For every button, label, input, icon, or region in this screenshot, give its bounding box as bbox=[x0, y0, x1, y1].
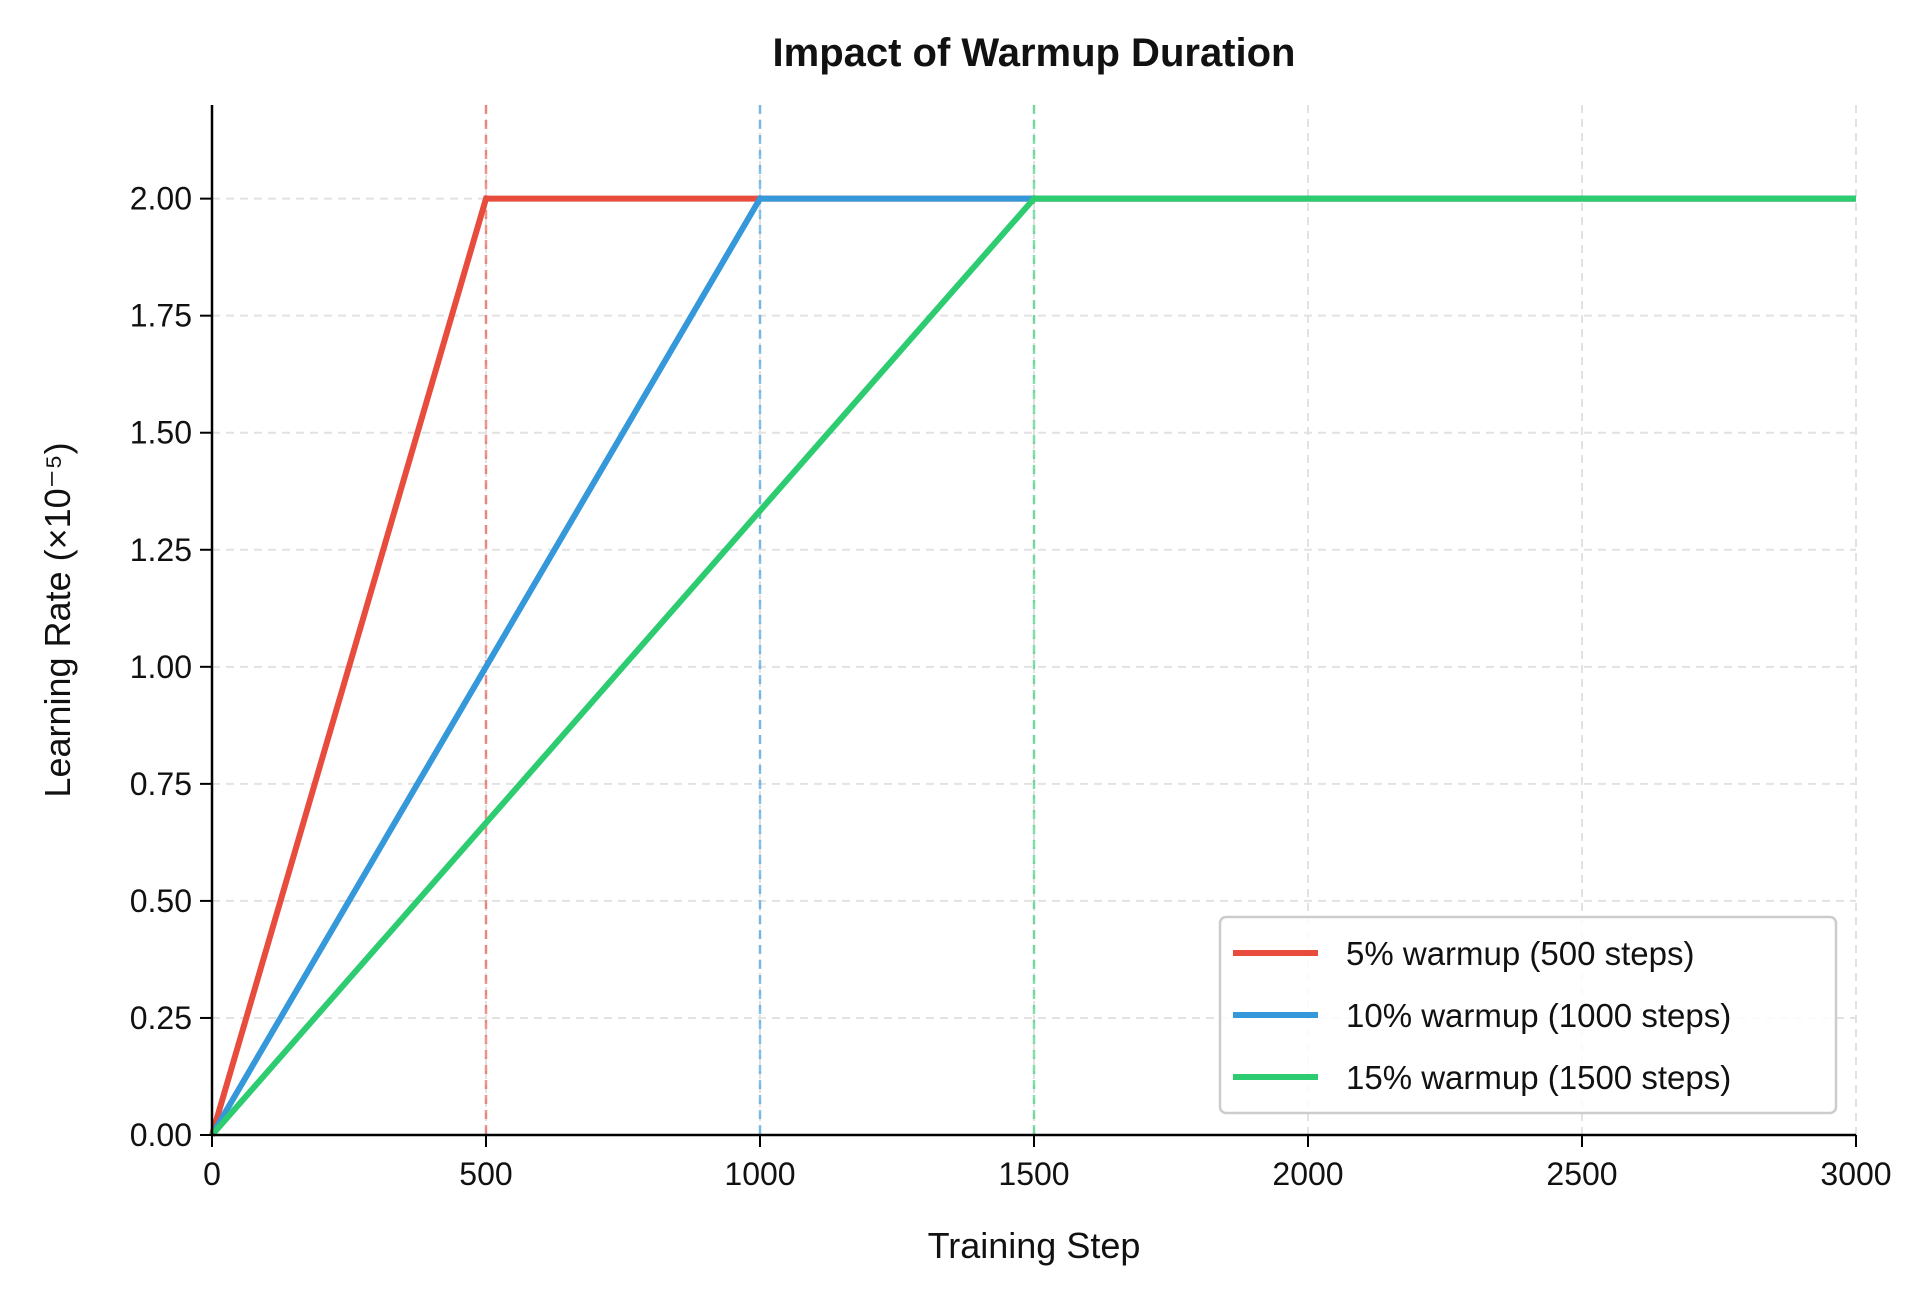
x-tick-label: 500 bbox=[459, 1156, 512, 1192]
series-line bbox=[209, 195, 1856, 1137]
y-tick-label: 0.00 bbox=[130, 1117, 192, 1153]
y-tick-label: 2.00 bbox=[130, 181, 192, 217]
x-tick-label: 0 bbox=[203, 1156, 221, 1192]
y-tick-label: 1.75 bbox=[130, 298, 192, 334]
x-tick-label: 1500 bbox=[998, 1156, 1069, 1192]
x-tick-label: 2000 bbox=[1272, 1156, 1343, 1192]
legend: 5% warmup (500 steps) 10% warmup (1000 st… bbox=[1218, 915, 1838, 1115]
y-tick-label: 0.25 bbox=[130, 1000, 192, 1036]
y-tick-label: 1.25 bbox=[130, 532, 192, 568]
legend-box bbox=[1218, 915, 1838, 1115]
y-axis-label: Learning Rate (×10⁻⁵) bbox=[37, 442, 78, 797]
y-tick-label: 1.50 bbox=[130, 415, 192, 451]
legend-label: 5% warmup (500 steps) bbox=[1346, 935, 1694, 972]
y-tick-label: 0.75 bbox=[130, 766, 192, 802]
x-tick-label: 2500 bbox=[1546, 1156, 1617, 1192]
chart-title: Impact of Warmup Duration bbox=[773, 31, 1296, 75]
x-tick-label: 1000 bbox=[724, 1156, 795, 1192]
legend-label: 10% warmup (1000 steps) bbox=[1346, 997, 1731, 1034]
y-tick-label: 0.50 bbox=[130, 883, 192, 919]
x-tick-label: 3000 bbox=[1820, 1156, 1891, 1192]
legend-label: 15% warmup (1500 steps) bbox=[1346, 1059, 1731, 1096]
y-tick-label: 1.00 bbox=[130, 649, 192, 685]
x-axis-label: Training Step bbox=[928, 1225, 1141, 1266]
